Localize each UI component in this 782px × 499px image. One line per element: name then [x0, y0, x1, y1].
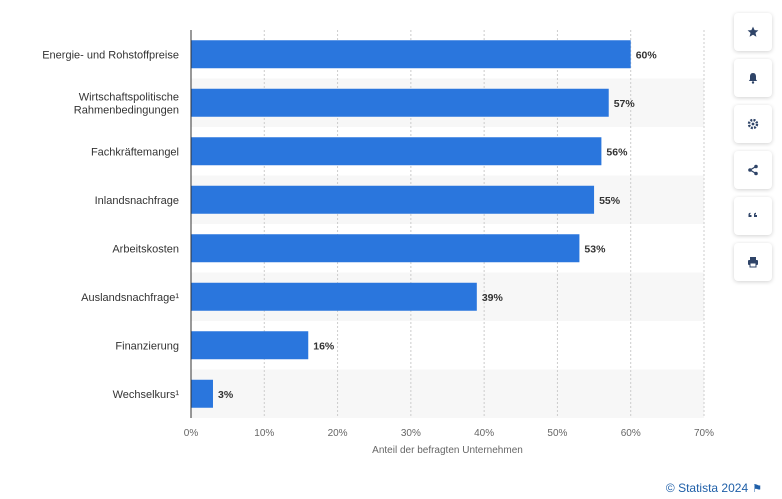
bar[interactable]	[191, 234, 580, 263]
bell-icon	[748, 73, 758, 84]
bar[interactable]	[191, 40, 631, 69]
x-axis-title: Anteil der befragten Unternehmen	[372, 445, 523, 456]
data-label: 3%	[218, 389, 234, 401]
x-tick-label: 0%	[184, 428, 199, 439]
bar[interactable]	[191, 379, 213, 408]
tool-button-notification[interactable]	[734, 59, 772, 97]
flag-icon: ⚑	[752, 483, 762, 495]
gear-icon	[747, 118, 759, 130]
row-band	[191, 369, 704, 418]
x-tick-label: 20%	[328, 428, 348, 439]
data-label: 16%	[313, 340, 335, 352]
x-tick-label: 70%	[694, 428, 714, 439]
bar[interactable]	[191, 331, 309, 360]
data-label: 53%	[584, 243, 606, 255]
data-label: 60%	[636, 49, 658, 61]
tool-button-favorite[interactable]	[734, 13, 772, 51]
data-label: 56%	[606, 146, 628, 158]
credit-text: © Statista 2024	[665, 481, 749, 495]
bars	[191, 40, 631, 408]
tool-button-settings[interactable]	[734, 105, 772, 143]
share-icon	[748, 164, 758, 176]
category-label: Arbeitskosten	[112, 243, 179, 255]
print-icon	[748, 257, 758, 268]
bar[interactable]	[191, 137, 602, 166]
bar[interactable]	[191, 185, 595, 214]
x-tick-label: 40%	[474, 428, 494, 439]
star-icon	[747, 26, 759, 37]
bar[interactable]	[191, 282, 477, 311]
x-tick-label: 50%	[547, 428, 567, 439]
quote-icon	[748, 212, 757, 217]
category-label: Auslandsnachfrage¹	[81, 292, 179, 304]
data-label: 39%	[482, 292, 504, 304]
category-label: Energie- und Rohstoffpreise	[42, 49, 179, 61]
x-tick-label: 60%	[621, 428, 641, 439]
statista-credit[interactable]: © Statista 2024 ⚑	[666, 481, 762, 495]
category-labels: Energie- und Rohstoffpreise Wirtschaftspo…	[42, 49, 179, 401]
x-tick-label: 10%	[254, 428, 274, 439]
data-label: 57%	[614, 98, 636, 110]
category-label: Finanzierung	[115, 340, 179, 352]
data-label: 55%	[599, 195, 621, 207]
category-label: Wechselkurs¹	[113, 389, 180, 401]
x-tick-label: 30%	[401, 428, 421, 439]
x-tick-labels: 0% 10% 20% 30% 40% 50% 60% 70%	[184, 428, 714, 439]
tool-button-print[interactable]	[734, 243, 772, 281]
value-labels: 60% 57% 56% 55% 53% 39% 16% 3%	[218, 49, 657, 401]
category-label: Inlandsnachfrage	[95, 195, 179, 207]
tool-button-share[interactable]	[734, 151, 772, 189]
tool-button-cite[interactable]	[734, 197, 772, 235]
category-label: Wirtschaftspolitische Rahmenbedingungen	[74, 91, 179, 116]
bar[interactable]	[191, 88, 609, 117]
category-label: Fachkräftemangel	[91, 146, 179, 158]
